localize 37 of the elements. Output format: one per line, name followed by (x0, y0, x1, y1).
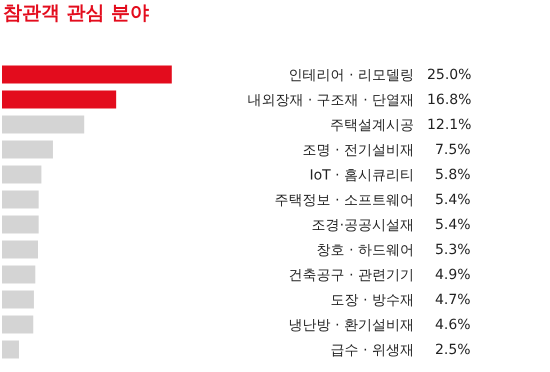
bar (2, 90, 116, 108)
data-label: 4.6% (435, 317, 471, 333)
y-tick-label: 조명 · 전기설비재 (302, 142, 414, 158)
bar (2, 316, 34, 334)
y-tick-label: 창호 · 하드웨어 (316, 242, 414, 258)
bar (2, 340, 19, 358)
data-label: 25.0% (427, 67, 472, 83)
y-tick-label: 도장 · 방수재 (330, 292, 414, 308)
bar (2, 140, 53, 158)
data-label: 4.9% (435, 267, 471, 283)
y-tick-label: 조경·공공시설재 (312, 217, 414, 234)
data-label: 12.1% (427, 117, 472, 133)
data-label: 16.8% (427, 92, 472, 108)
y-tick-label: IoT · 홈시큐리티 (309, 167, 414, 184)
bar (2, 66, 172, 84)
bar (2, 266, 36, 284)
bar (2, 216, 39, 234)
data-label: 5.4% (435, 192, 471, 208)
data-label: 5.8% (435, 167, 471, 183)
y-tick-label: 급수 · 위생재 (330, 342, 414, 358)
data-label: 5.4% (435, 217, 471, 233)
bar (2, 116, 84, 134)
bar (2, 240, 38, 258)
y-tick-label: 내외장재 · 구조재 · 단열재 (247, 92, 414, 108)
y-tick-label: 주택설계시공 (330, 117, 414, 134)
y-tick-label: 인테리어 · 리모델링 (288, 67, 414, 84)
y-tick-label: 주택정보 · 소프트웨어 (274, 192, 414, 208)
y-tick-label: 냉난방 · 환기설비재 (288, 317, 414, 334)
data-label: 2.5% (435, 342, 471, 358)
y-tick-label: 건축공구 · 관련기기 (288, 267, 414, 284)
bar (2, 190, 39, 208)
data-label: 5.3% (435, 242, 471, 258)
data-label: 7.5% (435, 142, 471, 158)
data-label: 4.7% (435, 292, 471, 308)
bar (2, 290, 34, 308)
chart-title: 참관객 관심 분야 (2, 2, 149, 24)
bar (2, 166, 42, 184)
